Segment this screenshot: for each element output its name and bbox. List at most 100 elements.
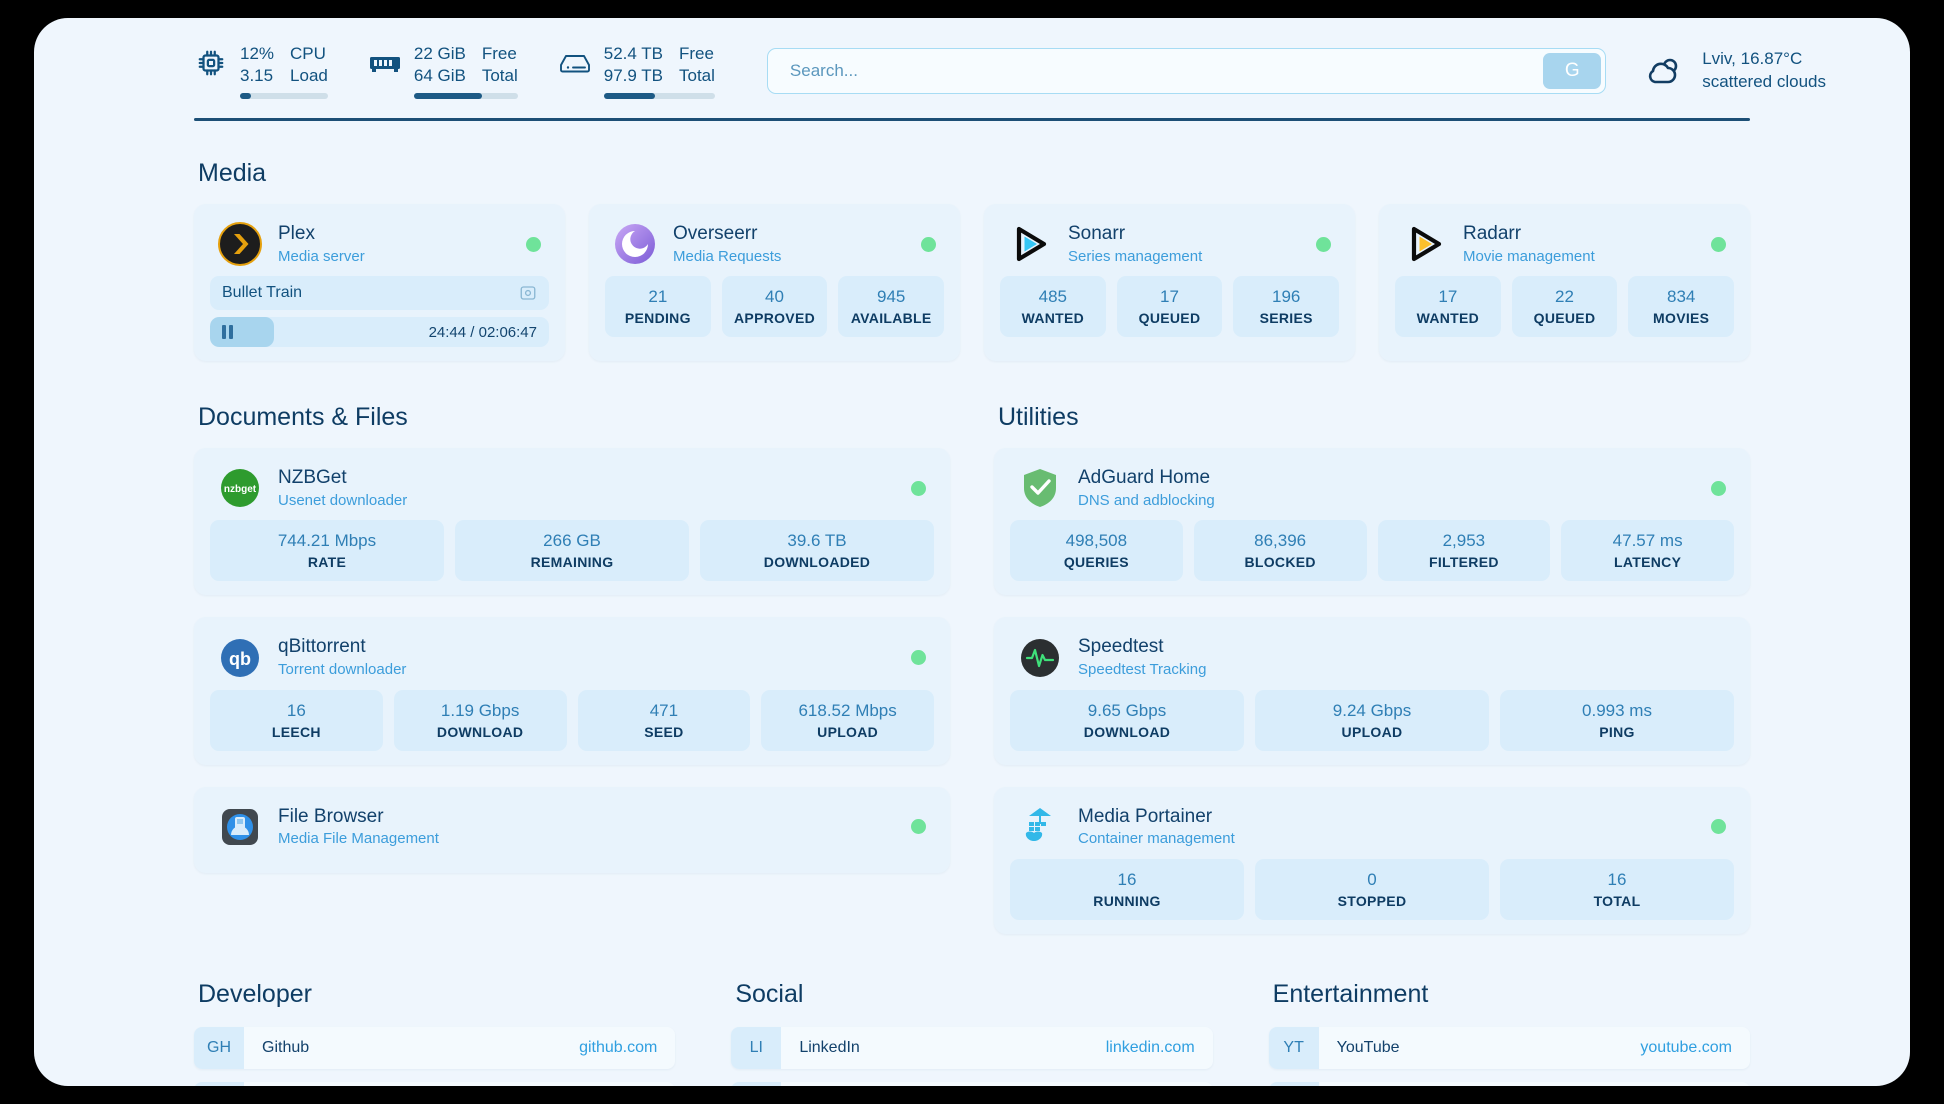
stat-tile-value: 17 bbox=[1160, 287, 1179, 307]
stat-tile-label: RATE bbox=[307, 554, 347, 571]
bookmark-list: LI LinkedIn linkedin.com TWTwittertwitter.c… bbox=[731, 1027, 1213, 1086]
stat-tile-wanted[interactable]: 485 WANTED bbox=[1000, 276, 1106, 338]
stat-tile-value: 618.52 Mbps bbox=[798, 700, 897, 720]
bookmark-row-github[interactable]: GH Github github.com bbox=[194, 1027, 676, 1070]
service-card-speedtest[interactable]: Speedtest Speedtest Tracking 9.65 Gbps DOWN… bbox=[994, 617, 1750, 765]
service-description: Media File Management bbox=[278, 830, 439, 848]
pause-icon[interactable] bbox=[210, 325, 233, 340]
bookmark-abbreviation: YT bbox=[1268, 1027, 1319, 1070]
service-name: Overseerr bbox=[673, 223, 758, 244]
stat-tile-leech[interactable]: 16 LEECH bbox=[210, 689, 383, 751]
stat-tile-download[interactable]: 9.65 Gbps DOWNLOAD bbox=[1010, 689, 1244, 751]
stat-tile-value: 2,953 bbox=[1442, 531, 1486, 551]
service-card-overseerr[interactable]: Overseerr Media Requests 21 PENDING 40 APPROV… bbox=[589, 204, 960, 362]
media-progress-bar[interactable]: 24:44 / 02:06:47 bbox=[210, 317, 549, 348]
bookmark-url: linkedin.com bbox=[1105, 1039, 1195, 1057]
stat-tile-running[interactable]: 16 RUNNING bbox=[1010, 858, 1244, 921]
service-card-header: AdGuard Home DNS and adblocking bbox=[1010, 462, 1734, 520]
stat-tile-value: 9.24 Gbps bbox=[1332, 700, 1412, 720]
service-stats-row: 9.65 Gbps DOWNLOAD 9.24 Gbps UPLOAD 0.993 ms… bbox=[1010, 689, 1734, 751]
service-card-sonarr[interactable]: Sonarr Series management 485 WANTED 17 QUEUED… bbox=[984, 204, 1355, 362]
stat-tile-label: FILTERED bbox=[1428, 554, 1499, 571]
bookmark-url: github.com bbox=[579, 1039, 658, 1057]
service-stats-row: 16 RUNNING 0 STOPPED 16 TOTAL bbox=[1010, 858, 1734, 921]
sonarr-logo bbox=[1008, 222, 1052, 266]
stat-tile-total[interactable]: 16 TOTAL bbox=[1500, 858, 1734, 921]
search-input[interactable] bbox=[767, 61, 1544, 81]
stat-tile-download[interactable]: 1.19 Gbps DOWNLOAD bbox=[393, 689, 567, 751]
bookmark-group-title: Developer bbox=[198, 980, 312, 1009]
system-stat-cpu-chip: 12% 3.15 CPU Load bbox=[194, 43, 328, 99]
stat-tile-downloaded[interactable]: 39.6 TB DOWNLOADED bbox=[700, 520, 934, 582]
stat-tile-label: BLOCKED bbox=[1244, 554, 1316, 571]
stat-tile-queued[interactable]: 22 QUEUED bbox=[1511, 276, 1618, 338]
stat-tile-upload[interactable]: 9.24 Gbps UPLOAD bbox=[1255, 689, 1489, 751]
stat-tile-pending[interactable]: 21 PENDING bbox=[605, 276, 711, 338]
stat-tile-wanted[interactable]: 17 WANTED bbox=[1395, 276, 1501, 338]
bookmark-row-netflix[interactable]: NFNetflixnetflix.com bbox=[1268, 1082, 1750, 1086]
stat-tile-approved[interactable]: 40 APPROVED bbox=[721, 276, 828, 338]
stat-tile-series[interactable]: 196 SERIES bbox=[1233, 276, 1340, 338]
status-badge-online bbox=[526, 236, 541, 252]
bookmark-row-youtube[interactable]: YT YouTube youtube.com bbox=[1268, 1027, 1750, 1070]
stat-tile-label: STOPPED bbox=[1337, 893, 1407, 910]
stat-tile-value: 9.65 Gbps bbox=[1087, 700, 1167, 720]
section-title-documents: Documents & Files bbox=[198, 403, 408, 432]
system-stats: 12% 3.15 CPU Load 22 GiB 64 GiB Free Total 52.4 … bbox=[194, 43, 715, 99]
bookmark-row-twitter[interactable]: TWTwittertwitter.com bbox=[731, 1082, 1213, 1086]
bookmark-row-linkedin[interactable]: LI LinkedIn linkedin.com bbox=[731, 1027, 1213, 1070]
search-submit-button[interactable]: G bbox=[1543, 53, 1602, 89]
stat-tile-filtered[interactable]: 2,953 FILTERED bbox=[1377, 520, 1551, 582]
stat-tile-stopped[interactable]: 0 STOPPED bbox=[1255, 858, 1489, 921]
service-card-radarr[interactable]: Radarr Movie management 17 WANTED 22 QUEUED 83… bbox=[1379, 204, 1750, 362]
service-card-plex[interactable]: Plex Media server Bullet Train 24:44 / 02:0… bbox=[194, 204, 565, 362]
service-card-file-browser[interactable]: File Browser Media File Management bbox=[194, 786, 950, 873]
bookmark-row-stackoverflow[interactable]: SOStackOverflowstackoverflow.com bbox=[194, 1082, 676, 1086]
stat-tile-queries[interactable]: 498,508 QUERIES bbox=[1010, 520, 1183, 582]
service-description: Container management bbox=[1078, 830, 1235, 848]
service-card-media-portainer[interactable]: Media Portainer Container management 16 RUN… bbox=[994, 786, 1750, 935]
stat-text-0-1-1: Load bbox=[290, 66, 328, 85]
service-description: Series management bbox=[1068, 247, 1203, 265]
stat-tile-ping[interactable]: 0.993 ms PING bbox=[1500, 689, 1734, 751]
media-card-grid: Plex Media server Bullet Train 24:44 / 02:0… bbox=[194, 204, 1750, 362]
service-card-nzbget[interactable]: nzbget NZBGet Usenet downloader 744.21 Mbps… bbox=[194, 448, 950, 596]
cast-icon[interactable] bbox=[519, 284, 537, 302]
stat-tile-movies[interactable]: 834 MOVIES bbox=[1628, 276, 1735, 338]
stat-tile-available[interactable]: 945 AVAILABLE bbox=[838, 276, 945, 338]
stat-tile-blocked[interactable]: 86,396 BLOCKED bbox=[1193, 520, 1367, 582]
service-description: Media Requests bbox=[673, 247, 782, 265]
cpu-chip-icon bbox=[194, 43, 228, 83]
stat-tile-seed[interactable]: 471 SEED bbox=[577, 689, 751, 751]
stat-tile-label: WANTED bbox=[1416, 310, 1480, 327]
stat-tile-latency[interactable]: 47.57 ms LATENCY bbox=[1561, 520, 1734, 582]
stat-tile-label: LATENCY bbox=[1614, 554, 1682, 571]
stat-text-2-0-0: 52.4 TB bbox=[603, 44, 663, 64]
stat-tile-rate[interactable]: 744.21 Mbps RATE bbox=[210, 520, 444, 582]
service-card-header: Media Portainer Container management bbox=[1010, 801, 1734, 859]
svg-text:nzbget: nzbget bbox=[224, 484, 257, 495]
search-box[interactable]: G bbox=[766, 48, 1607, 94]
stat-tile-label: RUNNING bbox=[1093, 893, 1161, 910]
now-playing-title: Bullet Train bbox=[222, 284, 303, 302]
bookmark-abbreviation: NF bbox=[1268, 1082, 1319, 1086]
service-card-header: File Browser Media File Management bbox=[210, 801, 934, 859]
bookmark-list: GH Github github.com SOStackOverflowstackov… bbox=[194, 1027, 676, 1086]
service-name: Sonarr bbox=[1068, 223, 1126, 244]
portainer-logo bbox=[1018, 805, 1062, 849]
stat-tile-label: SERIES bbox=[1259, 310, 1313, 327]
service-name: qBittorrent bbox=[278, 636, 366, 658]
stat-tile-value: 47.57 ms bbox=[1612, 531, 1683, 551]
stat-tile-remaining[interactable]: 266 GB REMAINING bbox=[455, 520, 689, 582]
service-card-qbittorrent[interactable]: qb qBittorrent Torrent downloader 16 LEECH 1.… bbox=[194, 617, 950, 765]
media-progress-fill bbox=[210, 317, 275, 348]
status-badge-online bbox=[911, 480, 926, 496]
stat-tile-queued[interactable]: 17 QUEUED bbox=[1116, 276, 1223, 338]
service-card-titles: Speedtest Speedtest Tracking bbox=[1078, 635, 1206, 679]
dashboard-window: 12% 3.15 CPU Load 22 GiB 64 GiB Free Total 52.4 … bbox=[34, 18, 1910, 1086]
service-description: Usenet downloader bbox=[278, 491, 408, 509]
service-card-adguard-home[interactable]: AdGuard Home DNS and adblocking 498,508 QUE… bbox=[994, 448, 1750, 596]
stat-tile-value: 266 GB bbox=[543, 531, 601, 551]
stat-tile-upload[interactable]: 618.52 Mbps UPLOAD bbox=[761, 689, 934, 751]
service-name: NZBGet bbox=[278, 467, 347, 489]
